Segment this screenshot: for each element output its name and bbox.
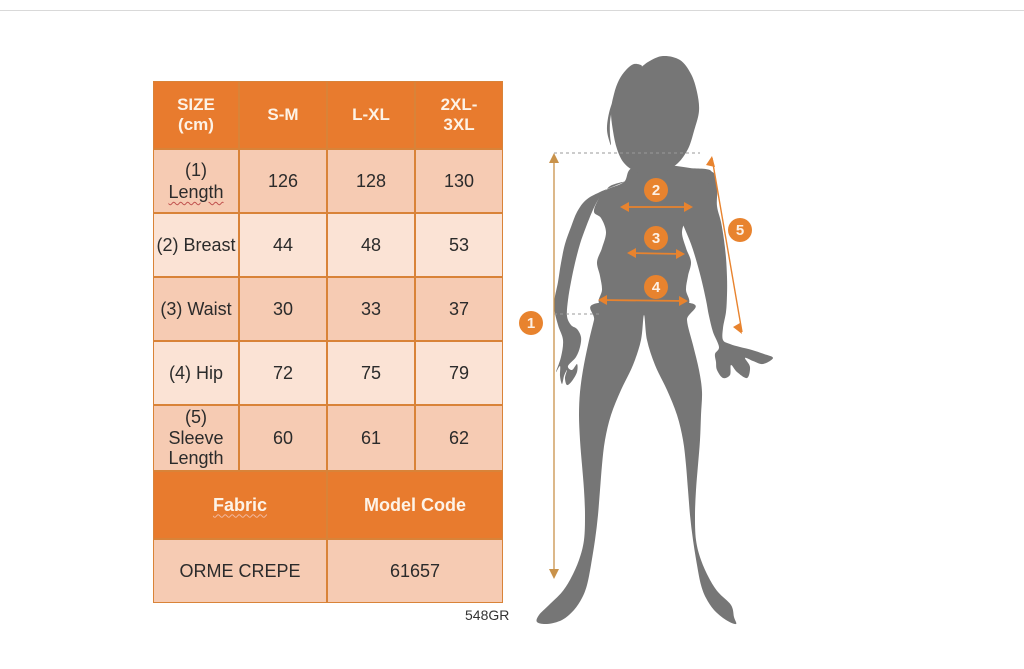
svg-text:3: 3	[652, 230, 660, 247]
svg-text:1: 1	[527, 315, 535, 332]
svg-text:4: 4	[652, 279, 661, 296]
svg-text:2: 2	[652, 182, 660, 199]
svg-text:5: 5	[736, 222, 744, 239]
